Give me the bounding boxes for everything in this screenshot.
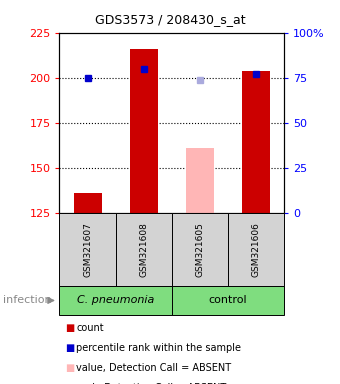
Text: ■: ■ xyxy=(65,343,74,353)
Text: C. pneumonia: C. pneumonia xyxy=(77,295,154,306)
Text: GSM321608: GSM321608 xyxy=(139,222,148,277)
Text: ■: ■ xyxy=(65,323,74,333)
Bar xyxy=(130,49,158,213)
Text: rank, Detection Call = ABSENT: rank, Detection Call = ABSENT xyxy=(76,383,227,384)
Text: GSM321605: GSM321605 xyxy=(195,222,204,277)
Bar xyxy=(73,193,102,213)
Text: infection: infection xyxy=(3,295,52,306)
Text: GSM321607: GSM321607 xyxy=(83,222,92,277)
Text: count: count xyxy=(76,323,104,333)
Text: percentile rank within the sample: percentile rank within the sample xyxy=(76,343,241,353)
Text: control: control xyxy=(208,295,247,306)
Text: ■: ■ xyxy=(65,363,74,373)
Text: GDS3573 / 208430_s_at: GDS3573 / 208430_s_at xyxy=(95,13,245,26)
Text: GSM321606: GSM321606 xyxy=(251,222,260,277)
Text: ■: ■ xyxy=(65,383,74,384)
Text: value, Detection Call = ABSENT: value, Detection Call = ABSENT xyxy=(76,363,232,373)
Bar xyxy=(242,71,270,213)
Bar xyxy=(186,148,214,213)
